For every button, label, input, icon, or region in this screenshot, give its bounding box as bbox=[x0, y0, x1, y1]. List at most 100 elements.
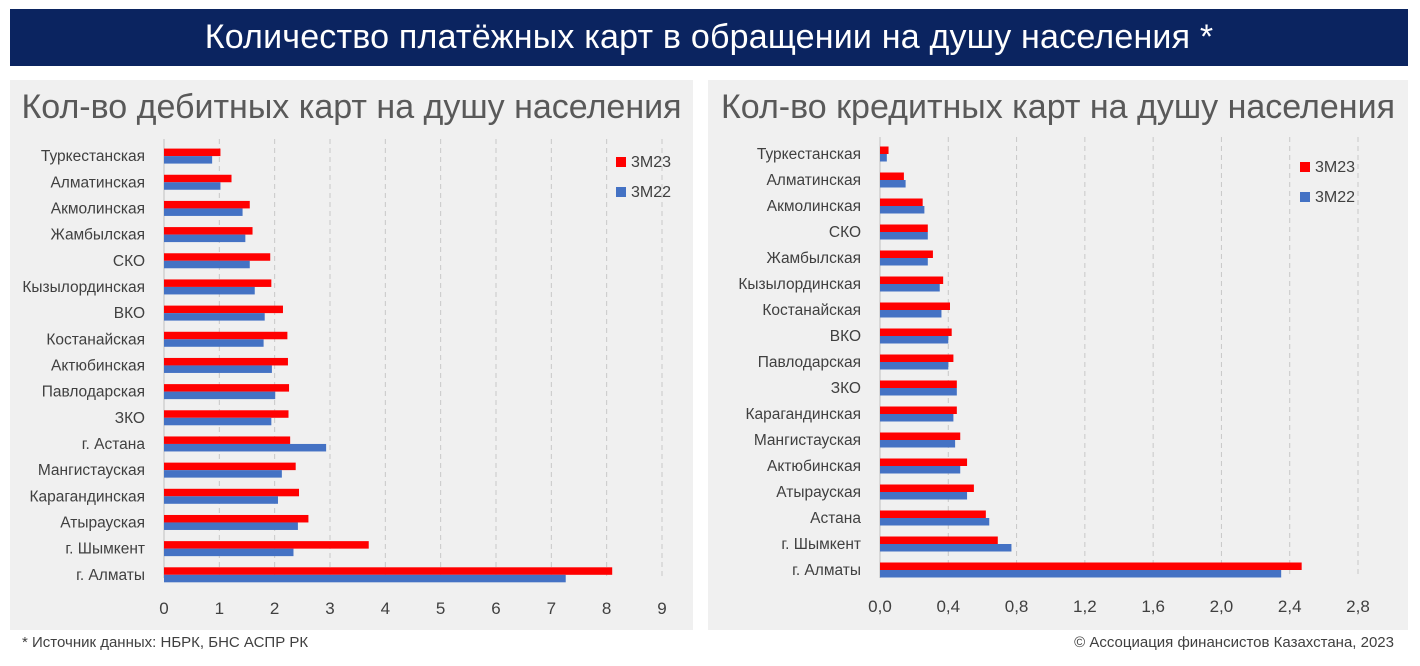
bar-3m23 bbox=[880, 276, 944, 284]
bar-3m22 bbox=[880, 232, 928, 240]
source-footnote: * Источник данных: НБРК, БНС АСПР РК bbox=[22, 634, 309, 651]
bar-3m22 bbox=[164, 574, 566, 583]
bar-3m22 bbox=[880, 206, 925, 214]
bar-3m23 bbox=[164, 305, 283, 314]
category-label: Акмолинская bbox=[767, 198, 861, 215]
bar-3m23 bbox=[880, 484, 974, 492]
bar-3m23 bbox=[880, 328, 952, 336]
x-tick-label: 9 bbox=[657, 599, 666, 618]
bar-3m23 bbox=[164, 357, 288, 366]
bar-3m23 bbox=[164, 200, 250, 209]
bar-3m23 bbox=[164, 331, 288, 340]
x-tick-label: 5 bbox=[436, 599, 445, 618]
x-tick-label: 2 bbox=[270, 599, 279, 618]
category-label: Павлодарская bbox=[758, 354, 861, 371]
x-tick-label: 1 bbox=[215, 599, 224, 618]
bar-3m23 bbox=[880, 250, 933, 258]
category-label: Алматинская bbox=[766, 172, 861, 189]
category-label: Актюбинская bbox=[767, 458, 861, 475]
bar-3m23 bbox=[880, 562, 1302, 570]
legend-swatch-3m22 bbox=[616, 187, 626, 197]
category-label: г. Астана bbox=[82, 436, 146, 453]
category-label: Атырауская bbox=[60, 514, 145, 531]
category-label: Акмолинская bbox=[51, 200, 145, 217]
page-title: Количество платёжных карт в обращении на… bbox=[204, 18, 1214, 56]
x-tick-label: 0,8 bbox=[1005, 597, 1029, 616]
debit-cards-chart-panel: Кол-во дебитных карт на душу населения 0… bbox=[10, 80, 693, 630]
bar-3m22 bbox=[164, 391, 276, 400]
category-label: Туркестанская bbox=[41, 148, 145, 165]
bar-3m22 bbox=[880, 388, 957, 396]
bar-3m22 bbox=[880, 544, 1012, 552]
x-tick-label: 4 bbox=[381, 599, 390, 618]
bar-3m23 bbox=[164, 253, 271, 261]
debit-cards-chart: 0 1 2 3 4 5 6 7 8 9 Туркестанская Алматинская Акмоли… bbox=[22, 139, 671, 618]
bar-3m22 bbox=[164, 182, 221, 190]
category-label: СКО bbox=[113, 253, 145, 270]
bar-3m23 bbox=[880, 198, 923, 206]
bar-3m23 bbox=[164, 279, 272, 287]
category-label: ЗКО bbox=[115, 410, 145, 427]
category-label: Павлодарская bbox=[42, 384, 145, 401]
bar-3m23 bbox=[880, 172, 904, 180]
x-tick-label: 0,0 bbox=[868, 597, 892, 616]
x-tick-label: 2,4 bbox=[1278, 597, 1302, 616]
x-tick-label: 0 bbox=[159, 599, 168, 618]
bar-3m23 bbox=[164, 227, 253, 235]
bar-3m22 bbox=[880, 180, 906, 188]
category-label: Костанайская bbox=[46, 331, 145, 348]
legend-label-3m23: 3М23 bbox=[631, 154, 671, 171]
bar-3m23 bbox=[880, 224, 928, 232]
x-tick-label: 1,6 bbox=[1141, 597, 1165, 616]
category-label: Актюбинская bbox=[51, 357, 145, 374]
x-tick-label: 2,0 bbox=[1210, 597, 1234, 616]
category-label: Карагандинская bbox=[745, 406, 861, 423]
bar-3m22 bbox=[164, 260, 250, 269]
bar-3m22 bbox=[164, 313, 265, 321]
bar-3m23 bbox=[164, 488, 300, 497]
bar-3m23 bbox=[880, 302, 950, 310]
bar-3m23 bbox=[880, 510, 986, 518]
bar-3m23 bbox=[164, 514, 309, 523]
bar-3m22 bbox=[880, 466, 961, 474]
bar-3m23 bbox=[164, 148, 221, 157]
category-label: Жамбылская bbox=[766, 250, 861, 267]
x-tick-label: 1,2 bbox=[1073, 597, 1097, 616]
category-label: ВКО bbox=[830, 328, 861, 345]
bar-3m23 bbox=[880, 354, 954, 362]
bar-3m22 bbox=[880, 492, 968, 500]
bar-3m22 bbox=[164, 286, 255, 295]
category-label: СКО bbox=[829, 224, 861, 241]
legend-swatch-3m23 bbox=[1300, 162, 1310, 172]
category-label: ЗКО bbox=[831, 380, 861, 397]
category-label: Туркестанская bbox=[757, 146, 861, 163]
bar-3m22 bbox=[164, 470, 282, 478]
category-label: г. Шымкент bbox=[65, 541, 145, 558]
category-label: Астана bbox=[810, 510, 861, 527]
bar-3m23 bbox=[164, 174, 232, 183]
bar-3m22 bbox=[164, 365, 272, 373]
bar-3m23 bbox=[880, 536, 998, 544]
category-label: ВКО bbox=[114, 305, 145, 322]
copyright-note: © Ассоциация финансистов Казахстана, 202… bbox=[1074, 634, 1394, 651]
bar-3m22 bbox=[880, 336, 949, 344]
bar-3m22 bbox=[880, 362, 949, 370]
legend-label-3m22: 3М22 bbox=[1315, 189, 1355, 206]
bar-3m22 bbox=[880, 570, 1282, 578]
page-banner: Количество платёжных карт в обращении на… bbox=[10, 9, 1408, 66]
bar-3m22 bbox=[164, 443, 327, 452]
credit-chart-title: Кол-во кредитных карт на душу населения bbox=[721, 88, 1395, 126]
bar-3m22 bbox=[880, 440, 956, 448]
bar-3m22 bbox=[880, 154, 887, 162]
category-label: г. Шымкент bbox=[781, 536, 861, 553]
x-tick-label: 7 bbox=[547, 599, 556, 618]
credit-cards-chart: 0,0 0,4 0,8 1,2 1,6 2,0 2,4 2,8 Туркестанская Алм… bbox=[738, 137, 1370, 616]
x-tick-label: 6 bbox=[491, 599, 500, 618]
legend-swatch-3m22 bbox=[1300, 192, 1310, 202]
bar-3m22 bbox=[164, 522, 298, 530]
legend-label-3m23: 3М23 bbox=[1315, 159, 1355, 176]
bar-3m22 bbox=[164, 156, 213, 164]
bar-3m23 bbox=[164, 462, 296, 471]
bar-3m23 bbox=[880, 458, 968, 466]
category-label: г. Алматы bbox=[76, 567, 145, 584]
